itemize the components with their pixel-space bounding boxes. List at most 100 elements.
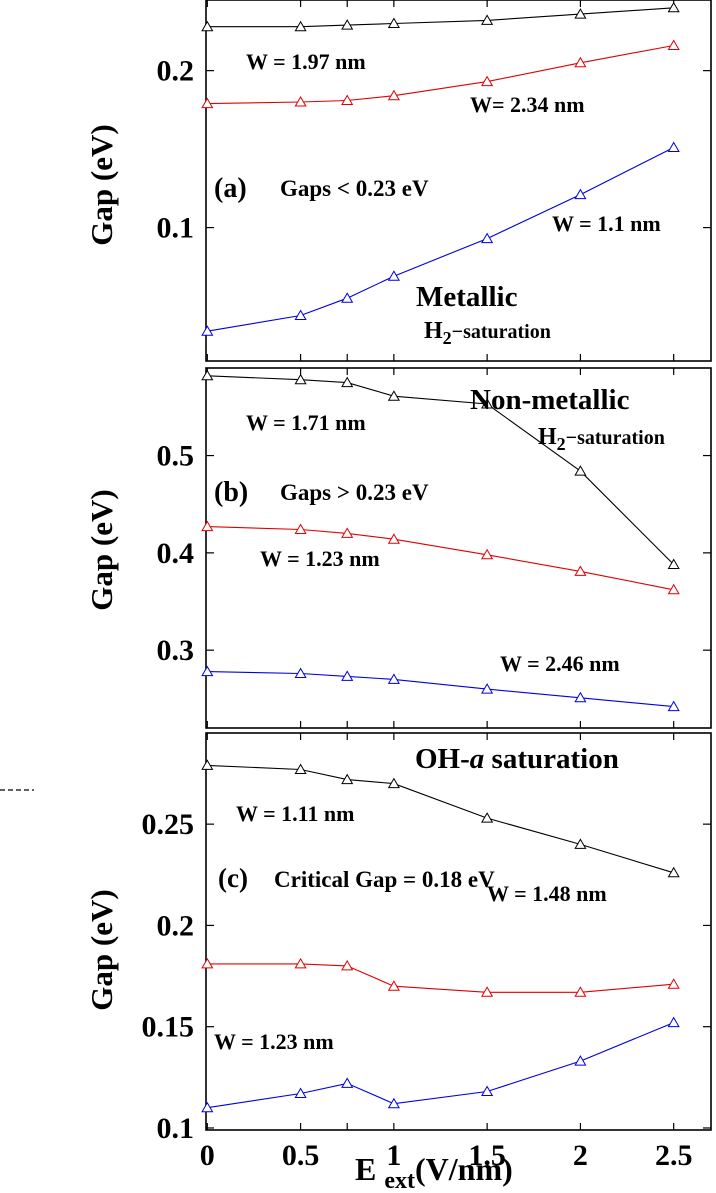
data-point-marker [201, 97, 214, 109]
data-point-marker [201, 665, 214, 677]
x-tick-label: 2 [573, 1139, 588, 1172]
data-point-marker [201, 520, 214, 532]
y-tick-label: 0.4 [157, 537, 195, 570]
data-point-marker [387, 1097, 400, 1109]
data-point-marker [294, 763, 307, 774]
data-point-marker [667, 141, 680, 152]
data-point-marker [481, 548, 494, 560]
y-axis-label: Gap (eV) [84, 489, 119, 610]
data-point-marker [667, 558, 680, 569]
y-tick-label: 0.2 [157, 55, 195, 88]
data-point-marker [341, 1077, 354, 1088]
data-point-marker [387, 673, 400, 684]
x-tick-label: 1 [386, 1139, 401, 1172]
data-point-marker [481, 75, 494, 87]
data-point-marker [341, 94, 354, 105]
data-point-marker [341, 670, 354, 681]
panel-frame [205, 0, 712, 362]
annotation-label: Critical Gap = 0.18 eV [274, 867, 495, 892]
x-tick-label: 2.5 [655, 1139, 693, 1172]
data-point-marker [481, 986, 494, 997]
data-point-marker [294, 96, 307, 107]
data-point-marker [387, 390, 400, 401]
y-tick-label: 0.3 [157, 634, 195, 667]
annotation-label: W= 2.34 nm [470, 92, 585, 117]
data-point-marker [341, 773, 354, 785]
data-point-marker [294, 523, 307, 534]
annotation-label: (a) [214, 173, 247, 204]
data-point-marker [201, 1101, 214, 1113]
data-point-marker [667, 583, 680, 595]
x-tick-label: 1.5 [468, 1139, 506, 1172]
annotation-label: Gaps > 0.23 eV [280, 480, 429, 505]
data-point-marker [667, 866, 680, 878]
annotation-label: Non-metallic [470, 384, 630, 416]
panel-frame [205, 732, 712, 1131]
data-point-marker [341, 19, 354, 30]
data-point-marker [387, 17, 400, 28]
y-tick-label: 0.25 [142, 808, 195, 841]
data-point-marker [341, 292, 354, 303]
x-tick-label: 0 [200, 1139, 215, 1172]
data-point-marker [574, 188, 587, 200]
data-point-marker [201, 325, 214, 336]
data-point-marker [387, 89, 400, 101]
data-point-marker [481, 683, 494, 694]
data-point-marker [667, 1, 680, 13]
data-point-marker [574, 986, 587, 997]
panel-frame [205, 367, 712, 729]
data-point-marker [574, 8, 587, 19]
data-point-marker [667, 700, 680, 712]
data-point-marker [574, 1055, 587, 1066]
data-point-marker [667, 978, 680, 989]
data-point-marker [387, 777, 400, 789]
annotation-label: W = 1.97 nm [246, 49, 366, 74]
data-point-marker [574, 56, 587, 68]
data-point-marker [387, 270, 400, 281]
y-axis-label: Gap (eV) [84, 124, 119, 245]
annotation-label: W = 2.46 nm [500, 651, 620, 676]
data-point-marker [294, 309, 307, 320]
data-point-marker [481, 398, 494, 409]
data-point-marker [294, 20, 307, 32]
x-axis-label: E ext(V/nm) [355, 1151, 513, 1193]
data-point-marker [387, 980, 400, 991]
annotation-label: H2−saturation [538, 424, 665, 454]
data-point-marker [481, 14, 494, 25]
series-line [207, 7, 674, 28]
data-point-marker [294, 957, 307, 969]
y-tick-label: 0.15 [142, 1011, 195, 1044]
annotation-label: H2−saturation [424, 318, 551, 348]
data-point-marker [667, 1016, 680, 1028]
data-point-marker [387, 533, 400, 544]
data-point-marker [341, 376, 354, 388]
data-point-marker [294, 373, 307, 385]
data-point-marker [481, 812, 494, 823]
x-tick-label: 0.5 [282, 1139, 320, 1172]
data-point-marker [667, 39, 680, 50]
annotation-label: W = 1.1 nm [552, 211, 661, 236]
data-point-marker [481, 1085, 494, 1096]
annotation-label: OH-a saturation [415, 743, 619, 775]
y-tick-label: 0.5 [157, 440, 195, 473]
data-point-marker [574, 565, 587, 576]
annotation-label: W = 1.48 nm [487, 881, 607, 906]
data-point-marker [341, 959, 354, 971]
data-point-marker [574, 838, 587, 849]
data-point-marker [341, 527, 354, 538]
annotation-label: Metallic [416, 281, 518, 313]
y-tick-label: 0.1 [157, 1112, 195, 1145]
data-point-marker [201, 957, 214, 969]
y-axis-label: Gap (eV) [84, 889, 119, 1010]
series-line [207, 963, 674, 993]
data-point-marker [574, 691, 587, 703]
y-tick-label: 0.1 [157, 212, 195, 245]
annotation-label: W = 1.11 nm [236, 801, 355, 826]
annotation-label: W = 1.71 nm [246, 410, 366, 435]
data-point-marker [201, 20, 214, 32]
y-tick-label: 0.2 [157, 909, 195, 942]
data-point-marker [201, 369, 214, 381]
annotation-label: (c) [218, 863, 248, 893]
